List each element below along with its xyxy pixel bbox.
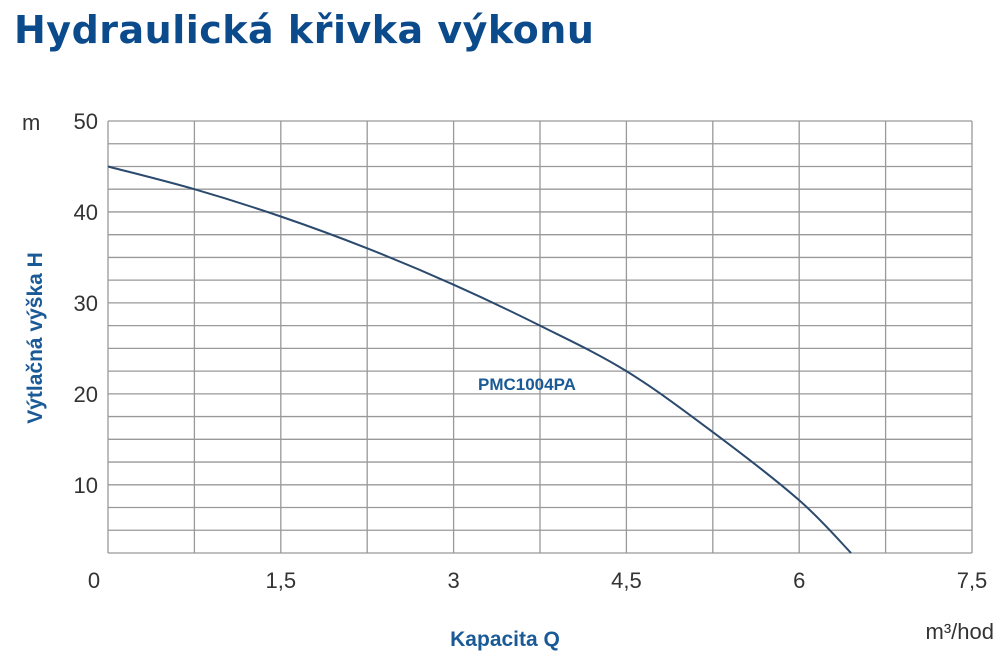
x-tick-label: 3 <box>447 568 459 593</box>
y-tick-label: 20 <box>74 382 98 407</box>
y-tick-label: 10 <box>74 473 98 498</box>
x-tick-label: 7,5 <box>957 568 988 593</box>
y-tick-label: 30 <box>74 291 98 316</box>
y-tick-label: 40 <box>74 200 98 225</box>
y-tick-label: 50 <box>74 109 98 134</box>
series-line <box>107 165 852 554</box>
x-tick-label: 1,5 <box>266 568 297 593</box>
series-label: PMC1004PA <box>478 375 576 394</box>
x-tick-label: 6 <box>793 568 805 593</box>
x-unit-label: m³/hod <box>926 619 994 644</box>
y-axis-label: Výtlačná výška H <box>24 252 47 424</box>
y-unit-label: m <box>22 110 40 135</box>
x-tick-label: 4,5 <box>611 568 642 593</box>
chart-title: Hydraulická křivka výkonu <box>14 8 595 52</box>
x-tick-label: 0 <box>88 568 100 593</box>
x-axis-label: Kapacita Q <box>450 628 560 651</box>
